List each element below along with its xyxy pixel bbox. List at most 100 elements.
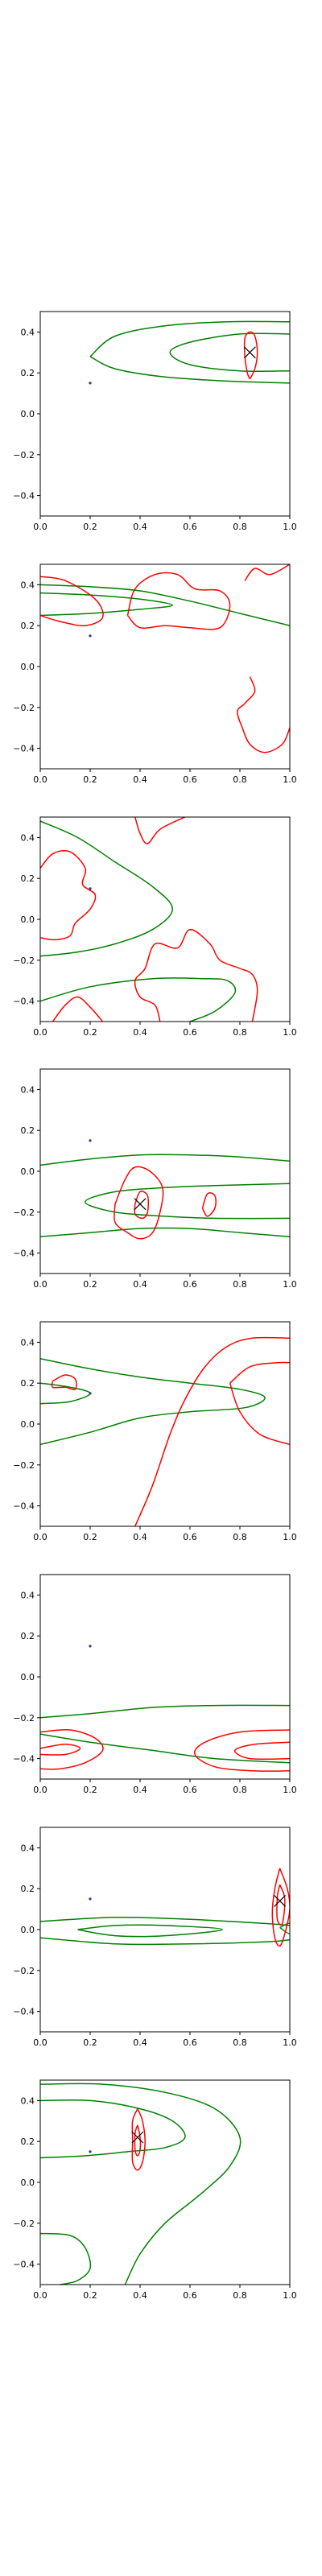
red-contour-1	[40, 576, 104, 627]
green-contour-1	[40, 820, 174, 957]
y-tick-label: 0.4	[21, 580, 35, 590]
red-contour-4	[52, 996, 104, 1022]
plot-area	[40, 1645, 290, 1772]
green-contour-4	[279, 1922, 290, 1934]
data-point	[89, 1139, 92, 1142]
green-contour-1	[40, 1154, 290, 1166]
x-tick-label: 1.0	[283, 1785, 297, 1795]
y-tick-label: 0.0	[21, 2178, 35, 2188]
subplot-7: 0.0 0.2 0.4 0.6 0.8 1.0 0.4 0.2 0.0 −0.2 −0.4	[13, 1827, 297, 2048]
x-tick-label: 0.0	[33, 774, 47, 785]
x-tick-label: 0.4	[133, 2037, 147, 2048]
red-contour-2	[276, 1884, 286, 1926]
green-contour-2	[85, 1183, 290, 1220]
red-contour-2	[40, 1744, 81, 1756]
subplot-4: 0.0 0.2 0.4 0.6 0.8 1.0 0.4 0.2 0.0 −0.2 −0.4	[13, 1068, 297, 1290]
y-tick-label: −0.4	[13, 491, 35, 502]
y-tick-label: 0.0	[21, 662, 35, 672]
x-tick-label: 0.4	[133, 2290, 147, 2301]
red-contour-4	[237, 676, 290, 753]
y-tick-label: 0.0	[21, 409, 35, 419]
red-contour-2	[134, 1336, 290, 1526]
subplot-6: 0.0 0.2 0.4 0.6 0.8 1.0 0.4 0.2 0.0 −0.2 −0.4	[13, 1574, 297, 1795]
y-tick-label: 0.4	[21, 1843, 35, 1853]
y-tick-label: 0.0	[21, 1419, 35, 1430]
data-point	[89, 1392, 92, 1395]
x-tick-label: 0.6	[183, 1027, 197, 1038]
x-tick-label: 0.2	[83, 1532, 97, 1542]
plot-area	[89, 320, 290, 385]
red-contour-3	[229, 1361, 290, 1384]
red-contour-1	[243, 331, 258, 380]
axes-frame	[39, 311, 291, 517]
subplot-1: 0.0 0.2 0.4 0.6 0.8 1.0 0.4 0.2 0.0 −0.2 −0.4	[13, 311, 297, 532]
x-tick-label: 0.4	[133, 1532, 147, 1542]
plot-area	[40, 1868, 290, 1947]
x-tick-label: 0.2	[83, 1279, 97, 1290]
plot-area	[40, 1336, 290, 1526]
x-tick-label: 0.6	[183, 1532, 197, 1542]
x-tick-label: 0.0	[33, 1027, 47, 1038]
axes-frame	[39, 1068, 291, 1274]
green-contour-3	[40, 2232, 92, 2285]
green-contour-1	[89, 320, 290, 357]
y-tick-label: −0.2	[13, 1713, 35, 1724]
x-tick-label: 1.0	[283, 2290, 297, 2301]
y-tick-label: 0.2	[21, 873, 35, 884]
plot-area	[40, 2083, 242, 2285]
x-tick-label: 0.0	[33, 1785, 47, 1795]
y-tick-label: 0.4	[21, 832, 35, 843]
red-contour-4	[234, 1741, 290, 1761]
x-tick-label: 0.8	[233, 522, 247, 532]
green-contour-3	[77, 1924, 224, 1938]
green-contour-1	[40, 2083, 242, 2285]
x-tick-label: 0.8	[233, 1279, 247, 1290]
red-contour-3	[194, 1729, 290, 1772]
red-contour-3	[244, 564, 290, 581]
red-contour-1	[51, 1374, 77, 1390]
y-tick-label: 0.0	[21, 1925, 35, 1935]
y-tick-label: −0.2	[13, 1460, 35, 1471]
y-tick-label: 0.2	[21, 2136, 35, 2147]
x-tick-label: 0.6	[183, 522, 197, 532]
green-contour-3	[40, 1227, 290, 1238]
green-contour-1	[40, 1357, 266, 1446]
data-point	[89, 1897, 92, 1901]
x-tick-label: 0.2	[83, 522, 97, 532]
x-tick-label: 0.8	[233, 2290, 247, 2301]
axes-frame	[39, 1574, 291, 1780]
y-tick-label: −0.2	[13, 1208, 35, 1218]
y-tick-label: −0.4	[13, 1501, 35, 1512]
x-tick-label: 1.0	[283, 774, 297, 785]
y-tick-label: −0.4	[13, 744, 35, 754]
x-tick-label: 0.4	[133, 1279, 147, 1290]
red-contour-1	[40, 850, 97, 941]
x-tick-label: 0.4	[133, 774, 147, 785]
x-marker-stroke-b	[274, 1895, 287, 1907]
x-tick-label: 0.6	[183, 1785, 197, 1795]
green-contour-1	[40, 1916, 290, 1926]
x-marker-stroke-b	[134, 1198, 147, 1211]
axes-frame	[39, 1321, 291, 1527]
subplot-3: 0.0 0.2 0.4 0.6 0.8 1.0 0.4 0.2 0.0 −0.2 −0.4	[13, 816, 297, 1038]
data-point	[89, 887, 92, 890]
x-tick-label: 0.4	[133, 522, 147, 532]
green-contour-2	[89, 356, 290, 384]
data-point	[89, 634, 92, 638]
green-contour-3	[169, 332, 290, 372]
x-tick-label: 0.2	[83, 774, 97, 785]
x-tick-label: 0.8	[233, 1027, 247, 1038]
axes-frame	[39, 2079, 291, 2285]
x-marker-stroke-b	[243, 346, 256, 359]
data-point	[89, 2150, 92, 2153]
x-tick-label: 0.8	[233, 1785, 247, 1795]
x-tick-label: 0.0	[33, 2037, 47, 2048]
plot-area	[40, 817, 258, 1022]
y-tick-label: −0.4	[13, 1249, 35, 1259]
y-tick-label: 0.2	[21, 1631, 35, 1641]
subplot-8: 0.0 0.2 0.4 0.6 0.8 1.0 0.4 0.2 0.0 −0.2 −0.4	[13, 2079, 297, 2301]
x-tick-label: 0.6	[183, 2290, 197, 2301]
y-tick-label: −0.4	[13, 2260, 35, 2270]
red-contour-4	[229, 1382, 290, 1446]
